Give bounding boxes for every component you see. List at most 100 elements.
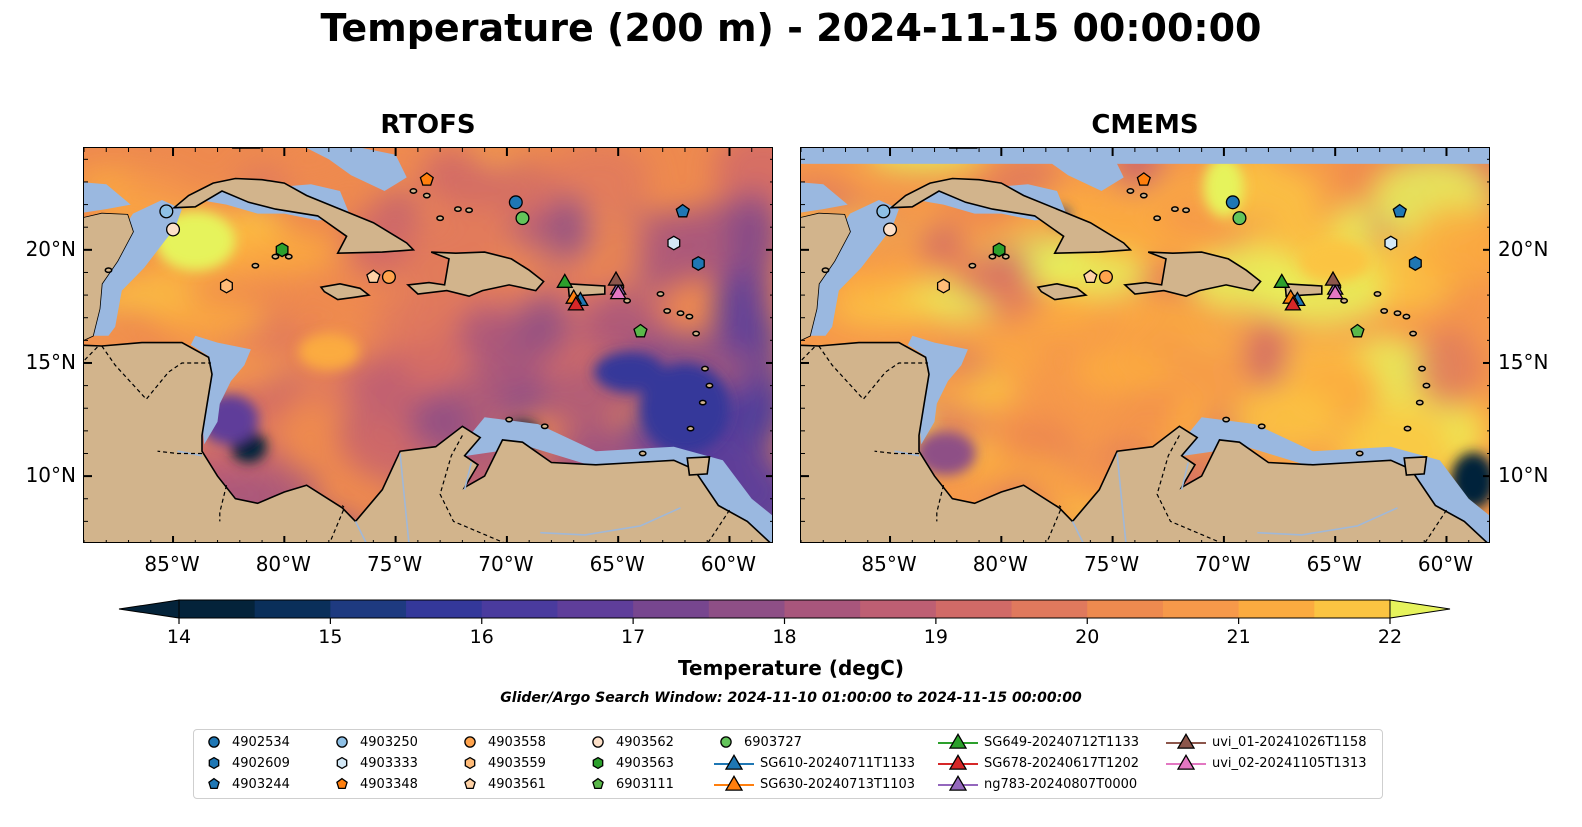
legend-label: SG649-20240712T1133 xyxy=(984,734,1140,750)
colorbar-bin xyxy=(784,600,861,618)
colorbar-bin xyxy=(330,600,407,618)
hexagon-marker-icon xyxy=(464,756,476,770)
colorbar-bin xyxy=(633,600,710,618)
legend-item: 4903562 xyxy=(586,732,674,752)
legend-label: 6903111 xyxy=(616,776,674,792)
legend-label: 6903727 xyxy=(744,734,802,750)
legend-label: 4903348 xyxy=(360,776,418,792)
map-marker-4903333 xyxy=(667,235,681,251)
map-marker-uvi_01-20241026t1158 xyxy=(607,270,625,286)
lon-tick-label: 75°W xyxy=(1083,552,1140,576)
triangle-marker-icon xyxy=(938,775,978,791)
legend-label: ng783-20240807T0000 xyxy=(984,776,1138,792)
legend-item: 4902534 xyxy=(202,732,290,752)
map-marker-sg678-20240617t1202 xyxy=(567,295,585,311)
map-marker-6903727 xyxy=(1232,211,1247,226)
triangle-marker-icon xyxy=(714,775,754,791)
hexagon-marker-icon xyxy=(208,756,220,770)
panel-title-cmems: CMEMS xyxy=(1091,110,1199,140)
colorbar-bin xyxy=(1162,600,1240,618)
pentagon-marker-icon xyxy=(336,777,348,790)
map-panel-cmems xyxy=(800,147,1490,543)
lon-tick-label: 60°W xyxy=(1417,552,1474,576)
colorbar-bin xyxy=(481,600,558,618)
pentagon-marker-icon xyxy=(592,777,604,790)
map-marker-sg649-20240712t1133 xyxy=(1273,273,1291,288)
map-marker-4903244 xyxy=(675,203,690,218)
map-marker-4903563 xyxy=(992,242,1006,258)
colorbar-tick-label: 19 xyxy=(924,626,948,648)
colorbar-tick-label: 22 xyxy=(1378,626,1402,648)
legend-item: 4903333 xyxy=(330,753,418,773)
colorbar-bin xyxy=(860,600,937,618)
map-marker-4903348 xyxy=(419,172,434,186)
map-panel-rtofs xyxy=(83,147,773,543)
lon-tick-label: 75°W xyxy=(366,552,423,576)
lat-tick-label: 15°N xyxy=(1498,349,1549,374)
hexagon-marker-icon xyxy=(592,756,604,770)
lon-tick-label: 85°W xyxy=(144,552,200,576)
colorbar-bin xyxy=(935,600,1013,618)
map-marker-6903111 xyxy=(1350,323,1365,338)
legend-label: 4903333 xyxy=(360,755,418,771)
colorbar-bin xyxy=(179,600,256,618)
lat-tick-label: 15°N xyxy=(25,349,76,374)
hexagon-marker-icon xyxy=(336,756,348,770)
legend-item: SG610-20240711T1133 xyxy=(714,753,915,773)
legend-item: 4903244 xyxy=(202,774,290,794)
circle-marker-icon xyxy=(592,736,604,748)
legend-item: 4903559 xyxy=(458,753,546,773)
colorbar-tick-label: 20 xyxy=(1075,626,1099,648)
legend-label: SG678-20240617T1202 xyxy=(984,755,1140,771)
colorbar-tick-label: 17 xyxy=(621,626,645,648)
colorbar-bin xyxy=(557,600,634,618)
map-marker-sg678-20240617t1202 xyxy=(1284,295,1302,311)
map-marker-uvi_02-20241105t1313 xyxy=(609,284,627,300)
map-marker-4902534 xyxy=(1225,195,1240,210)
map-marker-uvi_01-20241026t1158 xyxy=(1324,270,1342,286)
legend-item: SG630-20240713T1103 xyxy=(714,774,915,794)
lon-tick-label: 85°W xyxy=(861,552,917,576)
legend-label: uvi_01-20241026T1158 xyxy=(1212,734,1367,750)
triangle-marker-icon xyxy=(938,754,978,770)
colorbar-tick-label: 16 xyxy=(470,626,494,648)
triangle-marker-icon xyxy=(938,733,978,749)
legend-label: SG610-20240711T1133 xyxy=(760,755,916,771)
legend-item: 4903250 xyxy=(330,732,418,752)
map-marker-6903727 xyxy=(515,211,530,226)
map-marker-4902534 xyxy=(508,195,523,210)
map-marker-4903558 xyxy=(381,269,396,285)
triangle-marker-icon xyxy=(714,754,754,770)
colorbar-bin xyxy=(406,600,483,618)
legend-label: 4903558 xyxy=(488,734,546,750)
legend-label: 4903559 xyxy=(488,755,546,771)
lat-tick-label: 10°N xyxy=(1498,463,1549,488)
triangle-marker-icon xyxy=(1166,733,1206,749)
triangle-marker-icon xyxy=(1166,754,1206,770)
colorbar-label: Temperature (degC) xyxy=(678,656,904,680)
search-window-text: Glider/Argo Search Window: 2024-11-10 01… xyxy=(500,690,1082,706)
legend-item: 4903561 xyxy=(458,774,546,794)
lon-tick-label: 80°W xyxy=(972,552,1028,576)
figure-title: Temperature (200 m) - 2024-11-15 00:00:0… xyxy=(320,6,1262,50)
map-marker-uvi_02-20241105t1313 xyxy=(1326,284,1344,300)
circle-marker-icon xyxy=(464,736,476,748)
colorbar-tick-label: 18 xyxy=(772,626,796,648)
colorbar-bin xyxy=(1314,600,1391,618)
circle-marker-icon xyxy=(336,736,348,748)
lat-tick-label: 20°N xyxy=(1498,236,1549,261)
lon-tick-label: 80°W xyxy=(255,552,311,576)
map-marker-4903562 xyxy=(883,222,898,237)
lon-tick-label: 70°W xyxy=(1195,552,1251,576)
legend-item: 4903558 xyxy=(458,732,546,752)
legend-label: 4903562 xyxy=(616,734,674,750)
map-marker-4903348 xyxy=(1136,172,1151,186)
legend-label: 4903244 xyxy=(232,776,290,792)
map-marker-4903559 xyxy=(219,278,233,294)
colorbar-tick-label: 15 xyxy=(318,626,342,648)
legend-label: 4902534 xyxy=(232,734,290,750)
map-marker-4903558 xyxy=(1098,269,1113,285)
legend-label: 4903561 xyxy=(488,776,546,792)
map-marker-4903333 xyxy=(1384,235,1398,251)
map-marker-4903561 xyxy=(366,269,381,284)
